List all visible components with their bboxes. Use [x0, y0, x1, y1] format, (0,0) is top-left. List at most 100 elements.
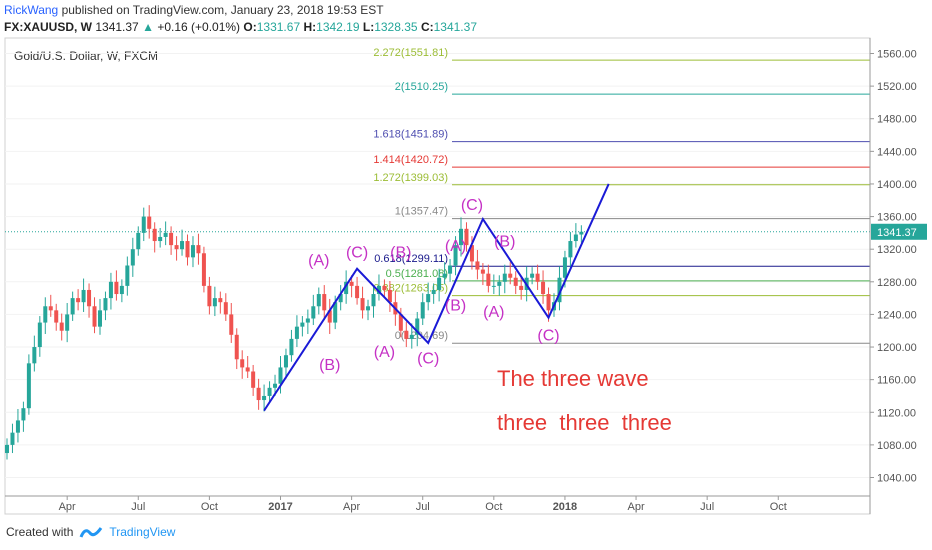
- price-tick-label: 1200.00: [877, 342, 917, 354]
- price-chart[interactable]: Gold/U.S. Dollar, W, FXCM 2.272(1551.81)…: [0, 0, 932, 515]
- low-label: L:: [362, 20, 375, 34]
- time-tick-label: 2018: [553, 501, 577, 513]
- candle-body: [508, 273, 513, 278]
- candle-body: [437, 277, 442, 290]
- price-tick-label: 1040.00: [877, 473, 917, 485]
- candle-body: [415, 318, 420, 335]
- candle-body: [59, 322, 64, 331]
- price-tick-label: 1320.00: [877, 244, 917, 256]
- annotation-line-2: three three three: [497, 410, 672, 435]
- candle-body: [158, 236, 163, 242]
- tradingview-brand[interactable]: TradingView: [109, 525, 176, 539]
- candle-body: [180, 241, 185, 250]
- candle-body: [568, 241, 573, 258]
- candle-body: [92, 306, 97, 327]
- candle-body: [420, 302, 425, 319]
- candle-body: [229, 314, 234, 335]
- candle-body: [338, 294, 343, 303]
- candle-body: [579, 231, 584, 235]
- candle-body: [240, 359, 245, 368]
- candle-body: [371, 294, 376, 307]
- wave-label: (C): [461, 197, 483, 214]
- time-axis[interactable]: Apr Jul Oct 2017 Apr Jul Oct 2018 Apr Jul Oct: [5, 495, 870, 513]
- candle-body: [130, 249, 135, 266]
- candle-body: [541, 281, 546, 295]
- last-price-tag: [871, 223, 927, 240]
- candle-body: [125, 265, 130, 286]
- candle-body: [267, 387, 272, 396]
- price-tick-label: 1440.00: [877, 146, 917, 158]
- candle-body: [327, 310, 332, 323]
- candle-body: [546, 294, 551, 311]
- candle-body: [65, 314, 70, 331]
- candle-body: [305, 318, 310, 323]
- candle-body: [557, 277, 562, 303]
- candle-body: [10, 432, 15, 445]
- open-value: 1331.67: [256, 20, 301, 34]
- close-label: C:: [420, 20, 434, 34]
- candle-body: [311, 306, 316, 319]
- price-axis[interactable]: 1040.00 1080.00 1120.00 1160.00 1200.00 1240.…: [869, 38, 927, 514]
- publish-info: RickWang published on TradingView.com, J…: [4, 3, 384, 17]
- last-price: 1341.37: [95, 20, 139, 34]
- candle-body: [174, 245, 179, 250]
- price-tick-label: 1240.00: [877, 309, 917, 321]
- last-price-tag-label: 1341.37: [877, 227, 917, 239]
- wave-label: (B): [390, 244, 411, 261]
- candle-body: [294, 326, 299, 339]
- candle-body: [87, 289, 92, 307]
- candle-body: [573, 234, 578, 242]
- candle-body: [475, 261, 480, 270]
- candle-body: [502, 273, 507, 282]
- price-tick-label: 1080.00: [877, 440, 917, 452]
- candle-body: [119, 285, 124, 295]
- wave-lines: [263, 183, 610, 412]
- candle-body: [147, 216, 152, 229]
- fib-label: 1.618(1451.89): [373, 129, 448, 141]
- candle-body: [43, 306, 48, 323]
- price-tick-label: 1120.00: [877, 407, 916, 419]
- wave-label: (B): [445, 297, 466, 314]
- time-tick-label: Oct: [770, 501, 787, 513]
- candle-body: [344, 281, 349, 295]
- price-tick-label: 1520.00: [877, 81, 917, 93]
- annotation-line-1: The three wave: [497, 366, 649, 391]
- candle-body: [376, 285, 381, 295]
- candle-body: [218, 298, 223, 303]
- fib-label: 1.414(1420.72): [373, 154, 448, 166]
- candle-body: [409, 334, 414, 339]
- candle-body: [316, 294, 321, 307]
- tradingview-logo-icon: [79, 527, 103, 538]
- candle-body: [366, 306, 371, 311]
- candle-body: [37, 322, 42, 348]
- wave-label: (A): [445, 238, 466, 255]
- price-tick-label: 1360.00: [877, 212, 917, 224]
- time-tick-label: Apr: [343, 501, 360, 513]
- open-label: O:: [243, 20, 257, 34]
- candle-body: [464, 228, 469, 246]
- candle-body: [26, 363, 31, 409]
- wave-label: (A): [483, 304, 504, 321]
- candle-body: [262, 395, 267, 401]
- wave-label: (C): [417, 350, 439, 367]
- ohlc-bar: FX:XAUUSD, W 1341.37 ▲ +0.16 (+0.01%) O:…: [4, 20, 477, 34]
- candle-body: [196, 245, 201, 254]
- candle-body: [360, 298, 365, 311]
- candle-body: [15, 420, 20, 433]
- candle-body: [453, 245, 458, 266]
- candle-body: [431, 289, 436, 295]
- price-tick-label: 1480.00: [877, 114, 917, 126]
- fib-levels: 2.272(1551.81) 2(1510.25) 1.618(1451.89) 1.…: [5, 47, 870, 344]
- author-name[interactable]: RickWang: [4, 3, 59, 17]
- close-value: 1341.37: [433, 20, 477, 34]
- candle-body: [355, 285, 360, 299]
- time-tick-label: Oct: [201, 501, 218, 513]
- price-tick-label: 1160.00: [877, 375, 916, 387]
- published-text: published on TradingView.com, January 23…: [61, 3, 384, 17]
- candle-body: [497, 281, 502, 286]
- candle-body: [562, 257, 567, 278]
- candle-body: [212, 298, 217, 307]
- candle-body: [245, 367, 250, 372]
- wave-label: (C): [346, 244, 368, 261]
- candle-body: [256, 387, 261, 401]
